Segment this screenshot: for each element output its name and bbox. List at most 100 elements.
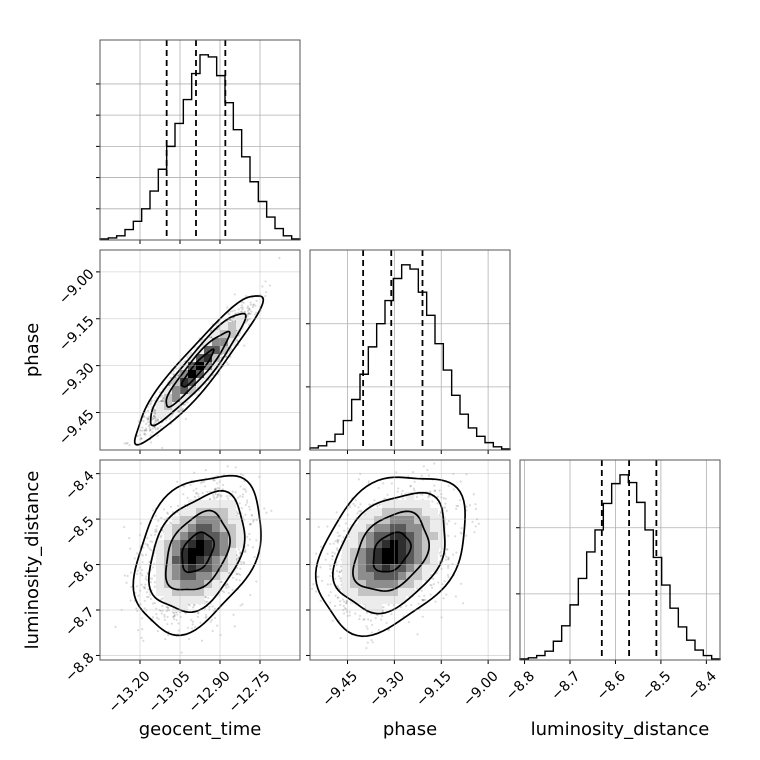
- scatter-point: [147, 424, 150, 428]
- density-cell: [228, 330, 236, 338]
- scatter-point: [160, 399, 163, 402]
- scatter-point: [236, 512, 239, 515]
- scatter-point: [251, 306, 255, 309]
- scatter-point: [233, 319, 237, 322]
- scatter-point: [114, 625, 117, 628]
- scatter-point: [263, 507, 266, 510]
- scatter-point: [154, 420, 157, 423]
- scatter-point: [242, 561, 245, 564]
- density-cell: [180, 370, 188, 378]
- density-cell: [220, 322, 228, 330]
- scatter-point: [149, 597, 153, 601]
- scatter-point: [184, 403, 187, 406]
- scatter-point: [156, 630, 159, 633]
- scatter-point: [146, 544, 149, 547]
- scatter-point: [154, 530, 157, 534]
- scatter-point: [231, 310, 234, 313]
- panel-frame: [519, 459, 721, 661]
- scatter-point: [166, 623, 169, 626]
- scatter-point: [135, 607, 138, 610]
- scatter-point: [187, 637, 191, 641]
- scatter-point: [140, 437, 143, 440]
- scatter-point: [154, 514, 158, 517]
- scatter-point: [237, 311, 240, 314]
- scatter-point: [143, 433, 146, 436]
- scatter-point: [264, 280, 267, 283]
- scatter-point: [225, 586, 228, 590]
- scatter-point: [176, 374, 180, 377]
- scatter-point: [172, 617, 176, 621]
- scatter-point: [237, 548, 240, 551]
- scatter-point: [235, 578, 238, 581]
- scatter-point: [217, 493, 220, 496]
- scatter-point: [148, 424, 151, 427]
- scatter-point: [146, 543, 149, 546]
- scatter-point: [243, 344, 246, 347]
- hist-panel-phase: [306, 249, 511, 454]
- scatter-point: [139, 437, 143, 440]
- scatter-point: [231, 588, 234, 591]
- scatter-point: [240, 310, 244, 314]
- scatter-point: [229, 310, 232, 313]
- scatter-point: [153, 533, 157, 536]
- scatter-panel-geocent_time-phase: [96, 249, 301, 470]
- scatter-point: [242, 488, 245, 491]
- scatter-point: [245, 499, 249, 502]
- scatter-point: [210, 329, 213, 333]
- scatter-point: [204, 613, 208, 616]
- scatter-point: [148, 426, 151, 430]
- scatter-point: [244, 513, 247, 516]
- scatter-point: [204, 382, 208, 385]
- scatter-point: [241, 473, 244, 477]
- scatter-point: [154, 428, 157, 431]
- scatter-point: [152, 417, 155, 420]
- scatter-point: [197, 493, 200, 496]
- scatter-point: [248, 308, 251, 312]
- scatter-point: [146, 421, 150, 424]
- scatter-point: [143, 586, 147, 589]
- scatter-point: [150, 399, 153, 402]
- density-cell: [212, 346, 220, 354]
- scatter-point: [129, 599, 132, 602]
- density-cell: [156, 402, 164, 410]
- scatter-point: [254, 304, 257, 307]
- scatter-point: [158, 391, 161, 394]
- scatter-point: [216, 328, 219, 331]
- scatter-point: [211, 605, 214, 608]
- scatter-point: [148, 560, 151, 563]
- scatter-point: [123, 468, 125, 470]
- scatter-point: [148, 548, 152, 551]
- scatter-point: [143, 599, 146, 602]
- scatter-point: [248, 505, 251, 508]
- scatter-point: [191, 623, 194, 626]
- scatter-point: [149, 434, 152, 437]
- scatter-point: [157, 519, 160, 522]
- scatter-point: [216, 493, 219, 497]
- scatter-point: [155, 419, 158, 422]
- scatter-point: [209, 620, 212, 623]
- scatter-point: [147, 405, 150, 408]
- scatter-point: [146, 418, 149, 421]
- scatter-point: [236, 329, 239, 332]
- scatter-point: [154, 409, 157, 413]
- scatter-point: [156, 434, 159, 437]
- scatter-point: [144, 427, 148, 430]
- scatter-point: [151, 509, 155, 512]
- scatter-point: [128, 537, 131, 540]
- scatter-point: [246, 305, 250, 308]
- scatter-point: [228, 350, 231, 353]
- scatter-point: [142, 639, 145, 642]
- scatter-point: [126, 574, 129, 578]
- scatter-point: [147, 595, 150, 598]
- scatter-point: [247, 312, 251, 315]
- scatter-point: [212, 494, 215, 497]
- scatter-point: [149, 593, 152, 596]
- scatter-point: [153, 426, 156, 429]
- scatter-point: [226, 583, 229, 586]
- scatter-point: [151, 431, 154, 434]
- scatter-point: [177, 374, 180, 377]
- scatter-point: [180, 406, 183, 410]
- scatter-point: [226, 306, 229, 309]
- scatter-point: [173, 613, 176, 616]
- scatter-point: [204, 469, 207, 472]
